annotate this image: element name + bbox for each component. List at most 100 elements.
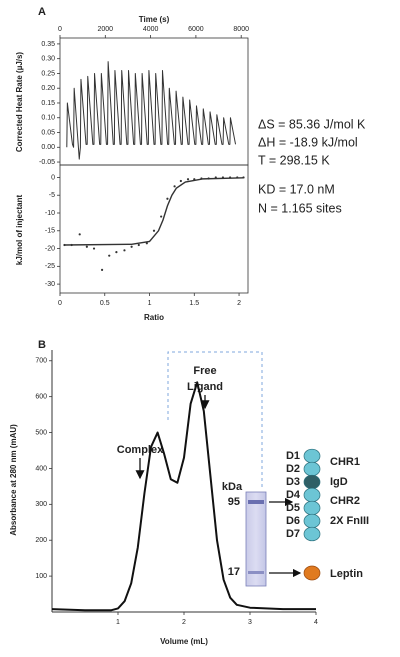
data-point (152, 229, 156, 232)
x-tick-label: 3 (248, 619, 252, 626)
x-tick-label: 1.5 (189, 300, 199, 307)
ligand-label: Leptin (330, 568, 363, 580)
domain-label: D5 (286, 502, 300, 514)
plot-frame (59, 37, 249, 166)
domain (303, 461, 321, 477)
y-tick-label: -10 (45, 210, 55, 217)
y-tick-label: 100 (35, 573, 47, 580)
panel-label: B (38, 339, 46, 351)
x-tick-label: 2 (237, 300, 241, 307)
y-axis-title: Absorbance at 280 nm (mAU) (9, 424, 18, 536)
domain-group: CHR2 (330, 495, 360, 507)
annotation: ΔH = -18.9 kJ/mol (258, 135, 358, 149)
gel-marker: 95 (228, 496, 240, 508)
fit-line (64, 177, 244, 246)
y-tick-label: -15 (45, 228, 55, 235)
domain (303, 487, 321, 503)
y-tick-label: -30 (45, 281, 55, 288)
x-axis-title: Time (s) (139, 15, 170, 24)
domain (303, 474, 321, 490)
y-tick-label: 300 (35, 501, 47, 508)
data-point (166, 197, 169, 200)
domain-group: IgD (330, 476, 348, 488)
y-tick-label: -25 (45, 263, 55, 270)
y-axis-title: Corrected Heat Rate (µJ/s) (15, 52, 24, 153)
x-tick-label: 2000 (98, 26, 114, 33)
y-tick-label: 600 (35, 394, 47, 401)
annotation: Free (193, 365, 216, 377)
data-point (108, 254, 111, 257)
ligand (303, 565, 321, 581)
domain-label: D3 (286, 476, 300, 488)
domain (303, 448, 321, 464)
data-point (130, 245, 133, 248)
x-tick-label: 4 (314, 619, 318, 626)
y-tick-label: 0.35 (41, 41, 55, 48)
y-axis-title: kJ/mol of injectant (15, 195, 24, 266)
data-point (78, 233, 81, 236)
domain-group: 2X FnIII (330, 515, 369, 527)
data-point (179, 179, 182, 183)
plot-frame (59, 164, 249, 294)
y-tick-label: -0.05 (39, 159, 55, 166)
domain (303, 526, 321, 542)
x-tick-label: 1 (116, 619, 120, 626)
x-tick-label: 0 (58, 300, 62, 307)
y-tick-label: 0.10 (41, 115, 55, 122)
data-point (145, 242, 148, 245)
y-tick-label: 0.00 (41, 144, 55, 151)
data-point (137, 243, 140, 247)
x-tick-label: 8000 (233, 26, 249, 33)
dashed-box (167, 351, 263, 490)
x-tick-label: 6000 (188, 26, 204, 33)
domain-label: D7 (286, 528, 300, 540)
x-tick-label: 2 (182, 619, 186, 626)
panel-label: A (38, 6, 46, 18)
domain-label: D1 (286, 450, 300, 462)
x-tick-label: 1 (148, 300, 152, 307)
data-point (115, 251, 118, 254)
y-tick-label: 0.30 (41, 56, 55, 63)
x-axis-title: Ratio (144, 313, 164, 322)
data-line (51, 381, 316, 612)
x-tick-label: 4000 (143, 26, 159, 33)
x-axis-title: Volume (mL) (160, 637, 208, 646)
gel-band (248, 500, 264, 504)
gel-marker: 17 (228, 566, 240, 578)
domain-label: D4 (286, 489, 301, 501)
y-tick-label: 0 (51, 174, 55, 181)
annotation: Complex (117, 444, 164, 456)
data-point (100, 268, 104, 271)
data-line (66, 61, 237, 160)
data-point (85, 245, 88, 248)
y-tick-label: 0.25 (41, 70, 55, 77)
domain-label: D6 (286, 515, 300, 527)
domain-group: CHR1 (330, 456, 360, 468)
y-tick-label: -20 (45, 245, 55, 252)
annotation: T = 298.15 K (258, 153, 330, 167)
y-tick-label: 700 (35, 358, 47, 365)
domain (303, 513, 321, 529)
data-point (173, 185, 176, 188)
x-tick-label: 0 (58, 26, 62, 33)
y-tick-label: 200 (35, 537, 47, 544)
domain-label: D2 (286, 463, 300, 475)
data-point (92, 247, 96, 250)
data-point (123, 249, 126, 252)
y-tick-label: 500 (35, 429, 47, 436)
data-point (160, 215, 163, 218)
domain (303, 500, 321, 516)
y-tick-label: 400 (35, 465, 47, 472)
y-tick-label: 0.05 (41, 129, 55, 136)
annotation: ΔS = 85.36 J/mol K (258, 117, 366, 131)
gel-unit: kDa (222, 481, 243, 493)
gel-band (248, 571, 264, 574)
x-tick-label: 0.5 (100, 300, 110, 307)
annotation: Ligand (187, 381, 223, 393)
annotation: KD = 17.0 nM (258, 182, 335, 196)
y-tick-label: 0.15 (41, 100, 55, 107)
data-point (186, 178, 190, 181)
y-tick-label: 0.20 (41, 85, 55, 92)
